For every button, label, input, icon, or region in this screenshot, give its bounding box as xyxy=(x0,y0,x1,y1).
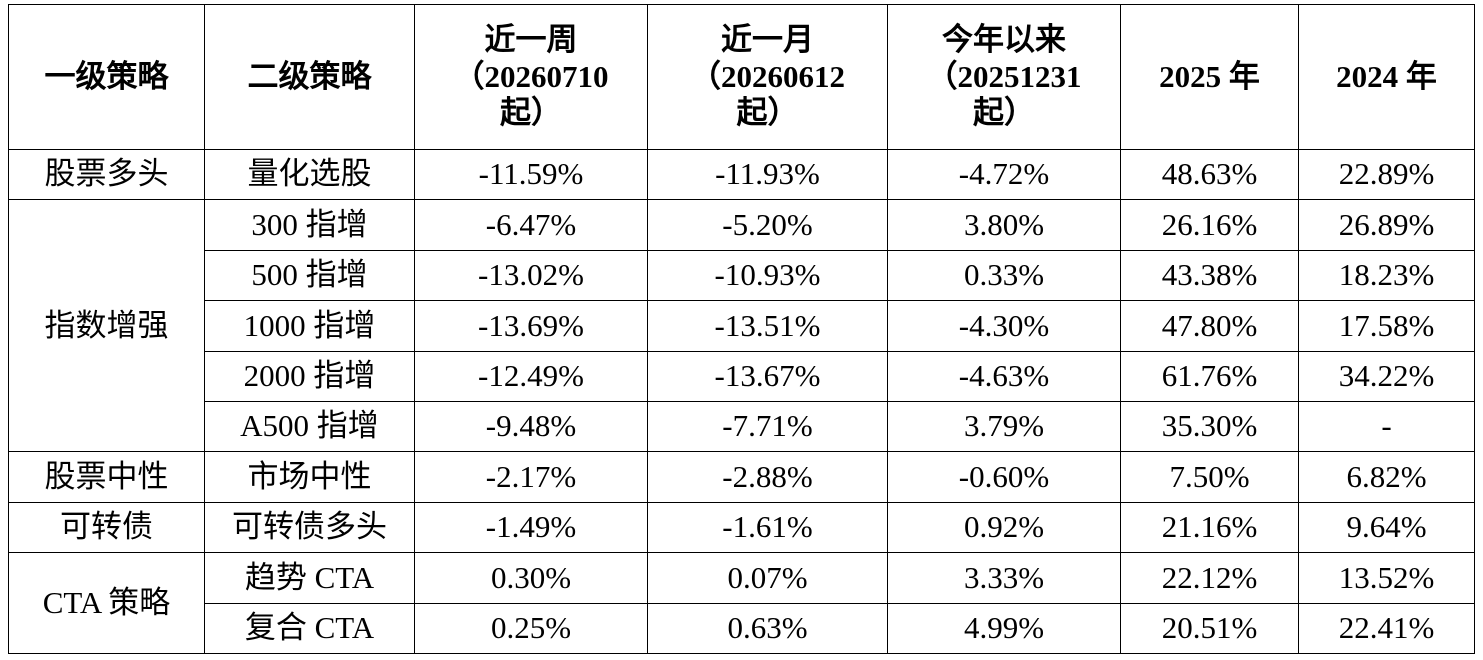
header-row: 一级策略 二级策略 近一周 （20260710 起） 近一月 （20260612… xyxy=(8,4,1475,150)
table-row: 指数增强 300 指增 -6.47% -5.20% 3.80% 26.16% 2… xyxy=(8,199,1475,453)
week-cell: -9.48% xyxy=(414,400,648,453)
strategy-cell: 趋势 CTA xyxy=(204,552,415,604)
y2024-cell: 22.89% xyxy=(1298,148,1475,201)
ytd-cell: 3.80% xyxy=(887,199,1121,251)
week-cell: -13.69% xyxy=(414,300,648,352)
y2025-cell: 48.63% xyxy=(1120,148,1299,201)
table-row: 1000 指增 -13.69% -13.51% -4.30% 47.80% 17… xyxy=(9,300,1475,352)
y2024-cell: 9.64% xyxy=(1298,501,1475,554)
week-cell: -11.59% xyxy=(414,148,648,201)
week-cell: 0.30% xyxy=(414,552,648,604)
month-cell: -2.88% xyxy=(647,451,888,503)
table-row: 股票中性 市场中性 -2.17% -2.88% -0.60% 7.50% 6.8… xyxy=(8,451,1475,503)
group-cell: CTA 策略 xyxy=(8,552,205,654)
table-row: 500 指增 -13.02% -10.93% 0.33% 43.38% 18.2… xyxy=(9,249,1475,302)
month-cell: 0.63% xyxy=(647,602,888,655)
strategy-cell: 1000 指增 xyxy=(204,300,415,352)
y2024-cell: 17.58% xyxy=(1298,300,1475,352)
group-cell: 股票中性 xyxy=(8,451,205,503)
y2025-cell: 21.16% xyxy=(1120,501,1299,554)
week-cell: -2.17% xyxy=(414,451,648,503)
header-month-line3: 起） xyxy=(736,95,799,131)
y2024-cell: 22.41% xyxy=(1298,602,1475,655)
strategy-performance-table: 一级策略 二级策略 近一周 （20260710 起） 近一月 （20260612… xyxy=(8,4,1475,655)
strategy-cell: 复合 CTA xyxy=(204,602,415,655)
y2025-cell: 47.80% xyxy=(1120,300,1299,352)
y2024-cell: 18.23% xyxy=(1298,249,1475,302)
table-row: A500 指增 -9.48% -7.71% 3.79% 35.30% - xyxy=(9,400,1475,453)
week-cell: -6.47% xyxy=(414,199,648,251)
y2025-cell: 22.12% xyxy=(1120,552,1299,604)
group-cell: 可转债 xyxy=(8,501,205,554)
ytd-cell: -4.72% xyxy=(887,148,1121,201)
header-week: 近一周 （20260710 起） xyxy=(414,4,648,150)
y2025-cell: 35.30% xyxy=(1120,400,1299,453)
month-cell: -11.93% xyxy=(647,148,888,201)
group-cell: 指数增强 xyxy=(8,199,205,453)
month-cell: -10.93% xyxy=(647,249,888,302)
month-cell: -5.20% xyxy=(647,199,888,251)
header-ytd-line2: （20251231 xyxy=(926,58,1082,94)
month-cell: -1.61% xyxy=(647,501,888,554)
header-week-line3: 起） xyxy=(500,95,562,131)
y2025-cell: 26.16% xyxy=(1120,199,1299,251)
ytd-cell: 4.99% xyxy=(887,602,1121,655)
ytd-cell: 0.92% xyxy=(887,501,1121,554)
group-cell: 股票多头 xyxy=(8,148,205,201)
y2024-cell: 34.22% xyxy=(1298,350,1475,402)
ytd-cell: 3.33% xyxy=(887,552,1121,604)
y2024-cell: 13.52% xyxy=(1298,552,1475,604)
ytd-cell: -4.30% xyxy=(887,300,1121,352)
week-cell: -13.02% xyxy=(414,249,648,302)
y2024-cell: 6.82% xyxy=(1298,451,1475,503)
table-row: 可转债 可转债多头 -1.49% -1.61% 0.92% 21.16% 9.6… xyxy=(8,501,1475,554)
ytd-cell: -4.63% xyxy=(887,350,1121,402)
strategy-cell: 可转债多头 xyxy=(204,501,415,554)
strategy-cell: 500 指增 xyxy=(204,249,415,302)
ytd-cell: 0.33% xyxy=(887,249,1121,302)
month-cell: -13.67% xyxy=(647,350,888,402)
y2025-cell: 43.38% xyxy=(1120,249,1299,302)
y2025-cell: 20.51% xyxy=(1120,602,1299,655)
strategy-cell: 市场中性 xyxy=(204,451,415,503)
strategy-cell: 2000 指增 xyxy=(204,350,415,402)
strategy-cell: 300 指增 xyxy=(204,199,415,251)
month-cell: -13.51% xyxy=(647,300,888,352)
header-2024: 2024 年 xyxy=(1298,4,1475,150)
header-level2: 二级策略 xyxy=(204,4,415,150)
y2025-cell: 7.50% xyxy=(1120,451,1299,503)
header-ytd-line3: 起） xyxy=(973,95,1035,131)
table-row: 股票多头 量化选股 -11.59% -11.93% -4.72% 48.63% … xyxy=(8,148,1475,201)
header-month-line2: （20260612 xyxy=(690,58,845,94)
table-row: CTA 策略 趋势 CTA 0.30% 0.07% 3.33% 22.12% 1… xyxy=(8,552,1475,654)
strategy-cell: A500 指增 xyxy=(204,400,415,453)
table-row: 2000 指增 -12.49% -13.67% -4.63% 61.76% 34… xyxy=(9,350,1475,402)
month-cell: -7.71% xyxy=(647,400,888,453)
ytd-cell: -0.60% xyxy=(887,451,1121,503)
header-month-line1: 近一月 xyxy=(721,22,814,58)
header-2025: 2025 年 xyxy=(1120,4,1299,150)
y2025-cell: 61.76% xyxy=(1120,350,1299,402)
header-level1: 一级策略 xyxy=(8,4,205,150)
header-month: 近一月 （20260612 起） xyxy=(647,4,888,150)
week-cell: -12.49% xyxy=(414,350,648,402)
ytd-cell: 3.79% xyxy=(887,400,1121,453)
table-row: 复合 CTA 0.25% 0.63% 4.99% 20.51% 22.41% xyxy=(9,602,1475,655)
week-cell: -1.49% xyxy=(414,501,648,554)
header-week-line1: 近一周 xyxy=(484,22,578,58)
header-week-line2: （20260710 xyxy=(453,58,609,94)
y2024-cell: 26.89% xyxy=(1298,199,1475,251)
header-ytd-line1: 今年以来 xyxy=(942,22,1066,58)
header-ytd: 今年以来 （20251231 起） xyxy=(887,4,1121,150)
month-cell: 0.07% xyxy=(647,552,888,604)
week-cell: 0.25% xyxy=(414,602,648,655)
strategy-cell: 量化选股 xyxy=(204,148,415,201)
y2024-cell: - xyxy=(1298,400,1475,453)
